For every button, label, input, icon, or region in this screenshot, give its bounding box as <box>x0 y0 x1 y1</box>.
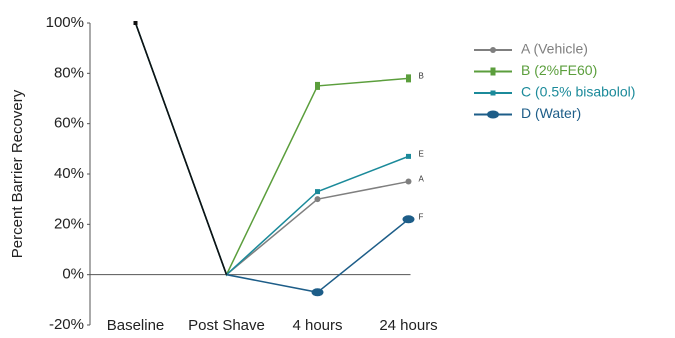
y-tick-label: 60% <box>54 115 84 132</box>
marker <box>406 74 411 83</box>
y-axis-label: Percent Barrier Recovery <box>9 89 26 258</box>
y-tick-label: 20% <box>54 215 84 232</box>
y-tick-label: 40% <box>54 165 84 182</box>
legend-label: A (Vehicle) <box>521 41 588 57</box>
series-line <box>134 22 409 276</box>
marker <box>311 288 324 297</box>
x-tick-label: 4 hours <box>292 317 342 334</box>
marker <box>490 90 496 96</box>
y-tick-label: 0% <box>62 266 84 283</box>
legend-label: D (Water) <box>521 105 581 121</box>
marker <box>315 189 320 195</box>
marker <box>487 110 499 119</box>
marker <box>314 196 321 203</box>
baseline-segment <box>134 22 228 275</box>
y-tick-label: -20% <box>49 316 84 333</box>
end-label: B <box>419 71 424 80</box>
y-tick-label: 80% <box>54 64 84 81</box>
marker <box>490 47 496 53</box>
x-tick-label: Baseline <box>107 317 165 334</box>
marker <box>490 67 496 76</box>
legend-label: C (0.5% bisabolol) <box>521 84 635 100</box>
end-label: E <box>419 149 424 158</box>
end-label: A <box>419 175 425 184</box>
x-tick-label: 24 hours <box>379 317 437 334</box>
x-tick-label: Post Shave <box>188 317 265 334</box>
marker <box>406 153 411 159</box>
marker <box>405 178 412 185</box>
marker <box>402 215 415 224</box>
end-label: F <box>419 212 424 221</box>
legend-label: B (2%FE60) <box>521 62 597 78</box>
y-tick-label: 100% <box>46 14 84 31</box>
marker <box>315 81 320 90</box>
series-line <box>134 22 409 294</box>
